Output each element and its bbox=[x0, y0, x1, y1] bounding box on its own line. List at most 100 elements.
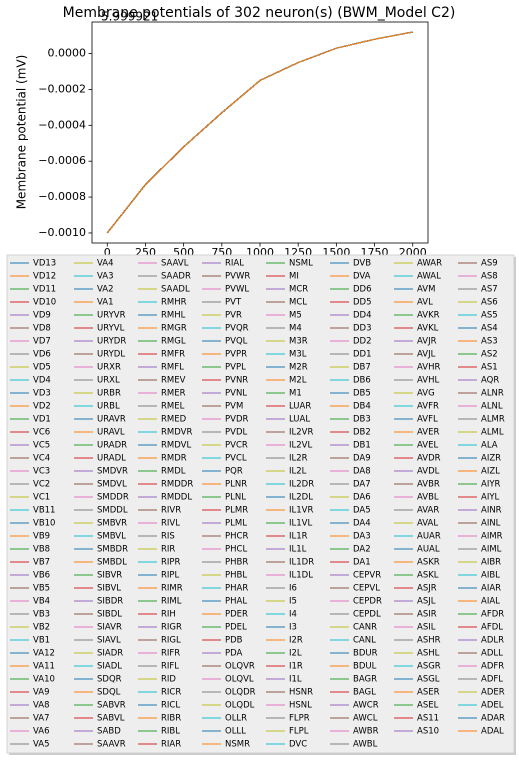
legend-label: AIMR bbox=[481, 532, 503, 542]
legend-label: I2L bbox=[289, 649, 302, 659]
legend-label: PVDR bbox=[225, 415, 248, 425]
legend-label: RMED bbox=[161, 415, 187, 425]
legend-label: RIBL bbox=[161, 727, 180, 737]
legend-label: DB1 bbox=[353, 441, 371, 451]
legend-label: BAGR bbox=[353, 675, 377, 685]
legend-label: VA12 bbox=[33, 649, 55, 659]
legend-label: I6 bbox=[289, 584, 297, 594]
legend-label: VD13 bbox=[33, 259, 56, 269]
legend-label: RIBR bbox=[161, 714, 181, 724]
legend-label: DVB bbox=[353, 259, 371, 269]
legend-label: PVWR bbox=[225, 272, 250, 282]
legend-label: SIAVR bbox=[97, 623, 122, 633]
legend-label: RIGL bbox=[161, 636, 181, 646]
legend-label: AS3 bbox=[481, 337, 498, 347]
legend-label: IL2VL bbox=[289, 441, 312, 451]
legend-label: VA1 bbox=[97, 298, 114, 308]
legend-label: ASIL bbox=[417, 623, 436, 633]
legend-label: VC1 bbox=[33, 493, 50, 503]
y-tick-label: −0.0010 bbox=[38, 226, 86, 239]
legend-label: PHAR bbox=[225, 584, 248, 594]
legend-label: URYDL bbox=[97, 350, 125, 360]
legend-label: RIFR bbox=[161, 649, 180, 659]
legend-label: IL1DL bbox=[289, 571, 313, 581]
legend-label: RIPL bbox=[161, 571, 180, 581]
legend-label: OLQDR bbox=[225, 688, 256, 698]
legend-label: AIAR bbox=[481, 584, 501, 594]
legend-label: AWCR bbox=[353, 701, 379, 711]
legend-label: DB7 bbox=[353, 363, 371, 373]
legend-label: RIH bbox=[161, 610, 176, 620]
legend-label: PHBL bbox=[225, 571, 247, 581]
legend-label: RMDDR bbox=[161, 480, 193, 490]
legend-label: CEPVR bbox=[353, 571, 381, 581]
legend-label: URBL bbox=[97, 402, 120, 412]
legend-label: HSNL bbox=[289, 701, 312, 711]
legend-label: RIFL bbox=[161, 662, 179, 672]
legend-label: VD11 bbox=[33, 285, 56, 295]
legend-label: PVR bbox=[225, 311, 242, 321]
legend-label: DA1 bbox=[353, 558, 371, 568]
legend-label: BDUL bbox=[353, 662, 377, 672]
legend-label: CEPDR bbox=[353, 597, 382, 607]
legend-label: ALNR bbox=[481, 389, 504, 399]
legend-label: CANR bbox=[353, 623, 377, 633]
legend-label: PVNR bbox=[225, 376, 248, 386]
legend-label: RMFL bbox=[161, 363, 184, 373]
legend-label: VB1 bbox=[33, 636, 50, 646]
legend-label: ALA bbox=[481, 441, 498, 451]
legend-label: DB4 bbox=[353, 402, 371, 412]
legend-label: DB2 bbox=[353, 428, 371, 438]
legend-label: SIBVL bbox=[97, 584, 121, 594]
legend-label: SIBVR bbox=[97, 571, 122, 581]
legend-label: AIBR bbox=[481, 558, 501, 568]
legend-label: VD8 bbox=[33, 324, 51, 334]
legend-label: SIBDR bbox=[97, 597, 123, 607]
legend-label: RICL bbox=[161, 701, 180, 711]
legend-label: PQR bbox=[225, 467, 243, 477]
legend-label: RIPR bbox=[161, 558, 181, 568]
legend-label: SAAVR bbox=[97, 740, 126, 750]
legend-label: ASKL bbox=[417, 571, 439, 581]
legend-label: OLLR bbox=[225, 714, 247, 724]
legend-label: CEPDL bbox=[353, 610, 381, 620]
legend-label: HSNR bbox=[289, 688, 313, 698]
legend-label: DB6 bbox=[353, 376, 371, 386]
legend-label: VC5 bbox=[33, 441, 50, 451]
legend-label: RMHL bbox=[161, 311, 186, 321]
legend-label: BAGL bbox=[353, 688, 376, 698]
legend-label: PLNL bbox=[225, 493, 246, 503]
legend-label: AUAL bbox=[417, 545, 440, 555]
legend-label: AS7 bbox=[481, 285, 498, 295]
legend-label: PVPL bbox=[225, 363, 246, 373]
legend-label: VB5 bbox=[33, 584, 50, 594]
legend-label: DD6 bbox=[353, 285, 372, 295]
legend-label: AVM bbox=[417, 285, 435, 295]
legend-label: M2R bbox=[289, 363, 308, 373]
legend-label: LUAR bbox=[289, 402, 311, 412]
legend-label: RMDDL bbox=[161, 493, 192, 503]
legend-label: AS9 bbox=[481, 259, 498, 269]
legend-label: RMER bbox=[161, 389, 186, 399]
legend-label: VB2 bbox=[33, 623, 50, 633]
legend-label: PVNL bbox=[225, 389, 247, 399]
legend-label: ADFL bbox=[481, 675, 503, 685]
legend-label: AS6 bbox=[481, 298, 498, 308]
legend-label: SABVR bbox=[97, 701, 126, 711]
legend-label: PDB bbox=[225, 636, 243, 646]
legend-label: RMFR bbox=[161, 350, 185, 360]
legend-label: RMEV bbox=[161, 376, 186, 386]
legend-label: AWBR bbox=[353, 727, 379, 737]
legend-label: MI bbox=[289, 272, 299, 282]
legend-label: RMDVR bbox=[161, 428, 192, 438]
legend-label: AVJR bbox=[417, 337, 437, 347]
legend-label: SDQR bbox=[97, 675, 122, 685]
legend-label: RMDR bbox=[161, 454, 187, 464]
legend-label: AVAR bbox=[417, 506, 439, 516]
legend-label: SABVL bbox=[97, 714, 125, 724]
legend-label: SMDDL bbox=[97, 506, 128, 516]
legend-label: VB4 bbox=[33, 597, 50, 607]
legend-label: SAADL bbox=[161, 285, 190, 295]
legend-label: VA3 bbox=[97, 272, 114, 282]
